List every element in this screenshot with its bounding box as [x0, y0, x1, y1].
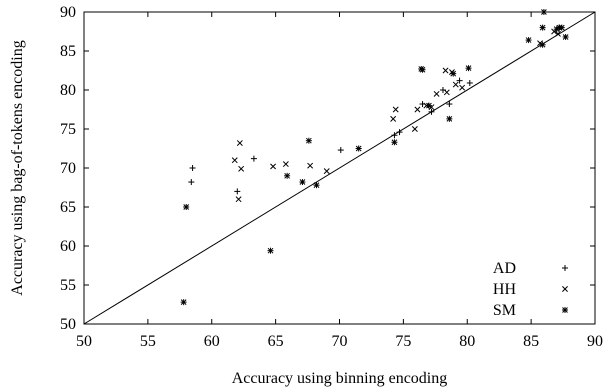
- x-tick-label: 75: [395, 333, 411, 350]
- legend-marker-ad: [562, 265, 568, 271]
- x-tick-label: 85: [523, 333, 539, 350]
- data-point-hh: [414, 106, 421, 113]
- data-point-ad: [391, 132, 398, 139]
- data-point-ad: [428, 108, 435, 115]
- series-hh: [231, 28, 561, 203]
- data-point-ad: [250, 155, 257, 162]
- y-tick-label: 50: [60, 316, 76, 333]
- data-point-sm: [267, 247, 274, 254]
- data-point-ad: [234, 188, 241, 195]
- data-point-sm: [313, 182, 320, 189]
- data-point-sm: [284, 172, 291, 179]
- tick-labels-layer: 50 55 60 65 70 75 80 85 90 50 55 60 65 70 75 80 85 90: [60, 4, 603, 350]
- data-point-ad: [456, 77, 463, 84]
- y-tick-label: 85: [60, 43, 76, 60]
- data-point-sm: [539, 41, 546, 48]
- x-tick-label: 90: [587, 333, 603, 350]
- y-tick-label: 90: [60, 4, 76, 21]
- data-point-hh: [235, 196, 242, 203]
- y-tick-label: 60: [60, 238, 76, 255]
- data-point-hh: [323, 168, 330, 175]
- legend-label-sm: SM: [493, 302, 516, 319]
- data-point-sm: [391, 139, 398, 146]
- data-point-ad: [396, 129, 403, 136]
- data-point-hh: [452, 81, 459, 88]
- y-tick-label: 55: [60, 277, 76, 294]
- data-point-sm: [450, 70, 457, 77]
- series-ad: [188, 24, 563, 195]
- legend-marker-sm: [562, 307, 568, 313]
- data-point-sm: [465, 65, 472, 72]
- data-point-sm: [539, 24, 546, 31]
- data-point-hh: [442, 67, 449, 74]
- data-point-hh: [238, 165, 245, 172]
- diagonal-reference-line: [83, 11, 596, 325]
- x-tick-label: 60: [204, 333, 220, 350]
- data-point-sm: [305, 137, 312, 144]
- data-point-hh: [231, 157, 238, 164]
- data-point-hh: [390, 115, 397, 122]
- data-point-sm: [355, 145, 362, 152]
- y-axis-label: Accuracy using bag-of-tokens encoding: [9, 40, 26, 295]
- data-point-hh: [236, 140, 243, 146]
- data-point-sm: [299, 179, 306, 186]
- x-tick-label: 70: [332, 333, 348, 350]
- data-point-hh: [443, 89, 450, 96]
- data-point-sm: [180, 299, 187, 306]
- data-point-sm: [558, 24, 565, 31]
- data-point-sm: [562, 33, 569, 40]
- data-point-hh: [270, 163, 277, 170]
- data-point-sm: [183, 204, 190, 210]
- data-point-hh: [282, 161, 289, 168]
- y-tick-label: 70: [60, 160, 76, 177]
- data-point-hh: [433, 90, 440, 97]
- data-point-hh: [392, 106, 399, 113]
- data-point-ad: [188, 179, 195, 186]
- x-tick-label: 55: [140, 333, 156, 350]
- data-point-sm: [419, 66, 426, 73]
- legend-label-hh: HH: [493, 281, 517, 298]
- legend: AD HH SM: [493, 260, 568, 319]
- data-point-sm: [425, 102, 432, 109]
- ticks-layer: [83, 11, 596, 325]
- y-tick-label: 65: [60, 199, 76, 216]
- data-point-hh: [307, 162, 314, 169]
- legend-marker-hh: [562, 286, 568, 292]
- data-point-hh: [459, 84, 466, 91]
- data-point-hh: [411, 126, 418, 132]
- legend-label-ad: AD: [493, 260, 516, 277]
- x-tick-label: 80: [459, 333, 475, 350]
- data-point-ad: [446, 101, 453, 108]
- data-point-sm: [525, 37, 532, 44]
- reference-line-layer: [83, 11, 596, 325]
- x-axis-label: Accuracy using binning encoding: [232, 370, 448, 387]
- data-point-sm: [446, 115, 453, 122]
- x-tick-label: 65: [268, 333, 284, 350]
- data-point-ad: [337, 147, 344, 154]
- y-tick-label: 75: [60, 121, 76, 138]
- data-point-ad: [466, 79, 473, 86]
- y-tick-label: 80: [60, 82, 76, 99]
- data-point-ad: [189, 165, 196, 171]
- x-tick-label: 50: [76, 333, 92, 350]
